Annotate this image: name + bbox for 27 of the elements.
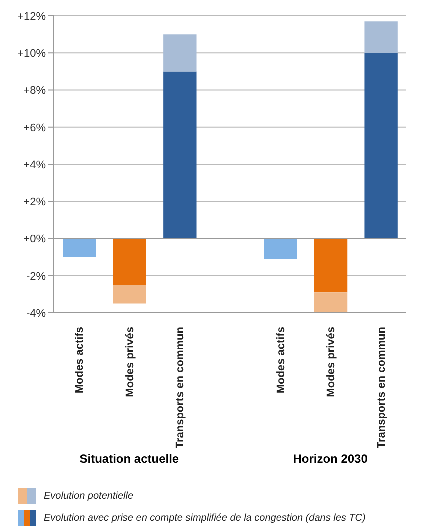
y-tick-label: +8% xyxy=(24,85,46,98)
text: Horizon 2030 xyxy=(292,452,369,466)
x-tick-label: Modes actifs xyxy=(74,327,86,394)
y-tick-label: +10% xyxy=(18,48,46,60)
legend-label: Evolution avec prise en compte simplifiée de la congestion (dans les TC) xyxy=(44,512,366,524)
y-tick-label: +6% xyxy=(24,122,46,134)
bar xyxy=(164,34,197,72)
bar xyxy=(314,292,348,313)
y-tick-label: -2% xyxy=(26,270,46,283)
bar xyxy=(364,22,398,54)
y-tick-label: +4% xyxy=(24,159,46,172)
x-tick-label: Modes privés xyxy=(326,327,338,398)
bar xyxy=(113,238,146,286)
bar xyxy=(164,72,197,239)
x-tick-label: Modes privés xyxy=(124,327,136,398)
y-tick-label: +2% xyxy=(24,196,46,209)
y-tick-label: +0% xyxy=(24,234,46,246)
y-tick-label: +12% xyxy=(18,10,46,23)
bar xyxy=(364,53,398,239)
bar xyxy=(264,238,298,260)
bar xyxy=(314,238,348,293)
y-tick-label: -4% xyxy=(26,308,46,320)
x-tick-label: Modes actifs xyxy=(275,327,288,394)
legend-label: Evolution potentielle xyxy=(44,490,134,502)
bar xyxy=(63,238,96,258)
bar xyxy=(113,285,146,304)
text: Situation actuelle xyxy=(78,452,180,466)
